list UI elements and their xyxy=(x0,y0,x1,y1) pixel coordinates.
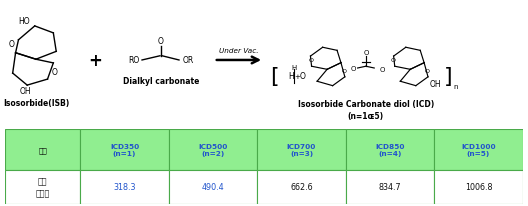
Text: ICD1000
(n=5): ICD1000 (n=5) xyxy=(461,143,496,157)
Text: Under Vac.: Under Vac. xyxy=(219,48,258,54)
FancyBboxPatch shape xyxy=(346,130,434,170)
FancyBboxPatch shape xyxy=(169,130,257,170)
Text: 834.7: 834.7 xyxy=(379,182,401,191)
Text: O: O xyxy=(158,36,164,46)
Text: HO: HO xyxy=(18,17,30,26)
FancyBboxPatch shape xyxy=(80,130,169,170)
Text: ICD350
(n=1): ICD350 (n=1) xyxy=(110,143,139,157)
Text: Isosorbide(ISB): Isosorbide(ISB) xyxy=(3,98,69,107)
FancyBboxPatch shape xyxy=(257,130,346,170)
Text: O: O xyxy=(351,66,356,72)
Text: Isosorbide Carbonate diol (ICD): Isosorbide Carbonate diol (ICD) xyxy=(298,99,434,108)
Text: O: O xyxy=(425,69,429,74)
Text: +: + xyxy=(295,74,300,80)
Text: O: O xyxy=(309,57,314,62)
FancyBboxPatch shape xyxy=(169,170,257,204)
Text: O: O xyxy=(299,72,305,81)
Text: O: O xyxy=(8,40,14,49)
Text: O: O xyxy=(363,49,369,55)
Text: [: [ xyxy=(270,67,279,87)
FancyBboxPatch shape xyxy=(257,170,346,204)
Text: +: + xyxy=(88,52,102,70)
Text: (n=1ɶ5): (n=1ɶ5) xyxy=(348,112,384,121)
Text: OH: OH xyxy=(429,80,441,89)
Text: O: O xyxy=(341,69,346,74)
FancyBboxPatch shape xyxy=(80,170,169,204)
FancyBboxPatch shape xyxy=(434,170,523,204)
Text: n: n xyxy=(454,83,458,89)
Text: 1006.8: 1006.8 xyxy=(465,182,492,191)
Text: O: O xyxy=(52,67,58,76)
Text: 품명: 품명 xyxy=(39,146,47,153)
Text: 318.3: 318.3 xyxy=(114,182,136,191)
FancyBboxPatch shape xyxy=(434,130,523,170)
FancyBboxPatch shape xyxy=(5,130,80,170)
Text: 이론
분자량: 이론 분자량 xyxy=(36,177,50,197)
Text: ICD700
(n=3): ICD700 (n=3) xyxy=(287,143,316,157)
FancyBboxPatch shape xyxy=(346,170,434,204)
Text: OH: OH xyxy=(20,87,31,96)
FancyBboxPatch shape xyxy=(5,170,80,204)
Text: Dialkyl carbonate: Dialkyl carbonate xyxy=(123,77,199,86)
Text: H: H xyxy=(288,72,294,81)
Text: RO: RO xyxy=(128,56,139,65)
Text: ]: ] xyxy=(444,67,452,87)
Text: O: O xyxy=(391,57,396,62)
Text: H: H xyxy=(291,65,296,71)
Text: ICD500
(n=2): ICD500 (n=2) xyxy=(199,143,228,157)
Text: 490.4: 490.4 xyxy=(202,182,224,191)
Text: 662.6: 662.6 xyxy=(290,182,313,191)
Text: O: O xyxy=(380,67,385,73)
Text: ICD850
(n=4): ICD850 (n=4) xyxy=(375,143,405,157)
Text: OR: OR xyxy=(183,56,194,65)
